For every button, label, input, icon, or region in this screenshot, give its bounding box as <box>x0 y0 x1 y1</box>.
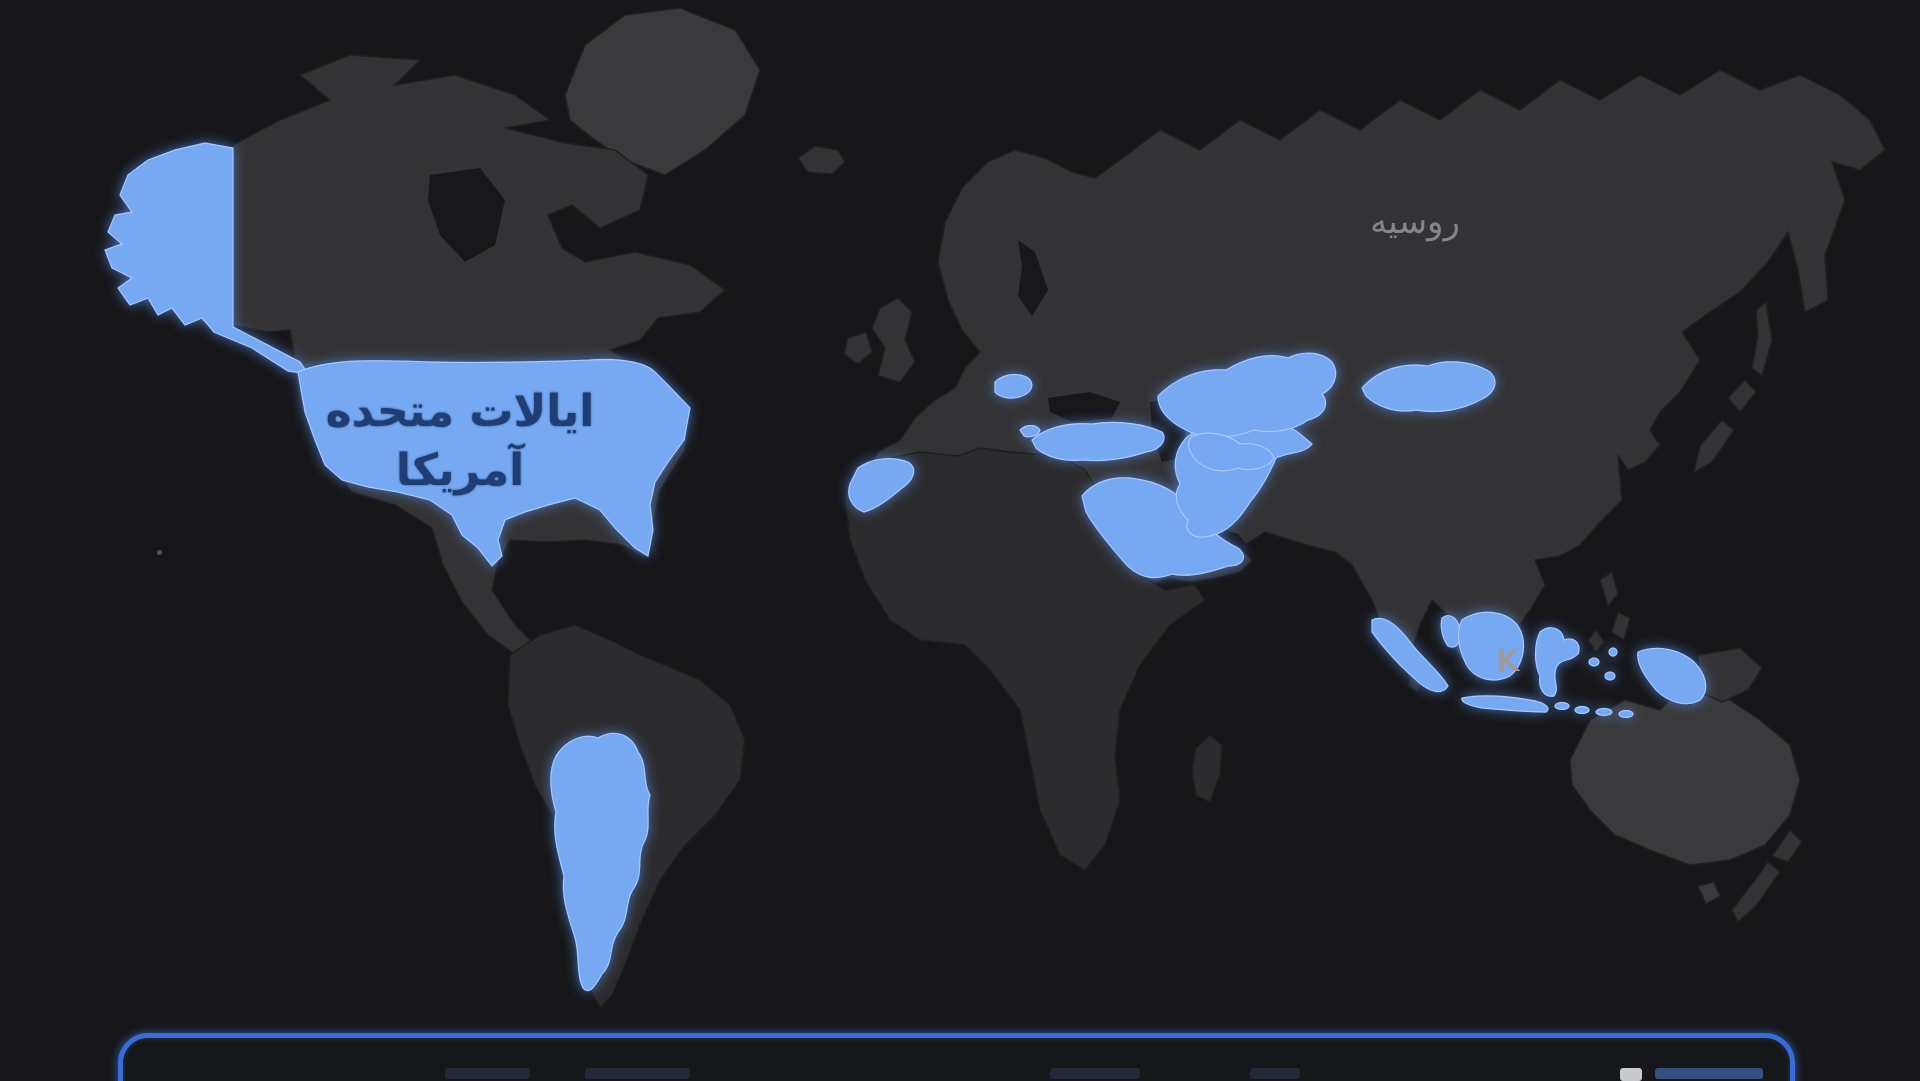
island-label-fragment: K <box>1496 644 1520 679</box>
usa-label: ایالات متحده آمریکا <box>295 382 625 501</box>
sea-baltic <box>1018 240 1048 316</box>
country-mongolia[interactable] <box>1361 361 1496 413</box>
land-new-guinea-east <box>1697 647 1763 703</box>
land-tasmania <box>1696 881 1721 906</box>
country-turkey[interactable] <box>1019 421 1165 462</box>
russia-label: روسیه <box>1370 202 1460 242</box>
land-iceland <box>796 145 846 175</box>
country-indonesia-malaysia[interactable] <box>1371 611 1707 719</box>
clipped-text-fragment-light <box>1620 1068 1642 1081</box>
clipped-text-fragment <box>1050 1068 1140 1079</box>
hawaii-marker <box>157 550 162 555</box>
land-africa <box>844 447 1207 871</box>
usa-label-line2: آمریکا <box>395 445 525 497</box>
country-arabian-peninsula[interactable] <box>1081 477 1245 579</box>
land-ireland <box>843 331 873 365</box>
land-philippines <box>1587 570 1631 654</box>
clipped-text-fragment <box>1250 1068 1300 1079</box>
region-central-asia[interactable] <box>1187 432 1275 472</box>
land-japan <box>1692 378 1757 474</box>
highlighted-countries <box>104 142 1707 992</box>
land-new-zealand <box>1731 828 1803 924</box>
sea-black <box>1048 392 1120 422</box>
bottom-info-panel <box>118 1033 1795 1081</box>
land-australia <box>1569 689 1801 866</box>
land-britain <box>871 297 916 383</box>
country-usa[interactable] <box>297 358 691 567</box>
clipped-text-fragment <box>585 1068 690 1079</box>
sea-hudson-bay <box>428 168 505 262</box>
country-morocco[interactable] <box>848 458 915 513</box>
clipped-text-fragment-blue <box>1655 1068 1763 1079</box>
country-alaska[interactable] <box>104 142 310 375</box>
land-sakhalin <box>1751 300 1773 378</box>
usa-label-line1: ایالات متحده <box>325 386 595 437</box>
land-madagascar <box>1191 734 1223 804</box>
land-greenland <box>564 7 761 176</box>
country-argentina[interactable] <box>550 732 651 992</box>
country-small-eastern-europe[interactable] <box>994 373 1033 399</box>
clipped-text-fragment <box>445 1068 530 1079</box>
